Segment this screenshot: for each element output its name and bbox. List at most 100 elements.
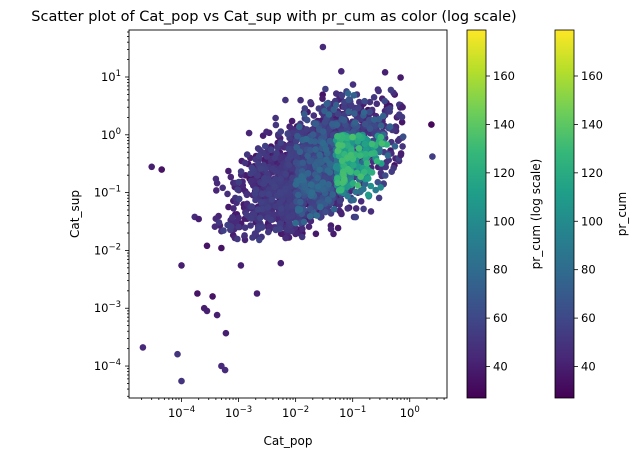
scatter-point: [371, 116, 378, 123]
scatter-point: [285, 161, 293, 169]
scatter-point: [256, 214, 264, 222]
scatter-point: [314, 174, 321, 182]
scatter-point: [308, 189, 316, 196]
scatter-point: [294, 191, 302, 199]
scatter-point: [234, 235, 241, 243]
scatter-point: [276, 188, 284, 196]
scatter-point: [271, 183, 278, 191]
scatter-point: [257, 199, 265, 206]
scatter-point: [284, 226, 291, 233]
colorbar-tick-label: 80: [493, 263, 508, 277]
x-axis-label: Cat_pop: [263, 434, 312, 448]
y-tick-label: 100: [101, 127, 121, 142]
scatter-point: [340, 116, 348, 124]
x-tick-label: 10−3: [225, 405, 252, 420]
scatter-point-outlier: [178, 262, 185, 269]
scatter-point: [398, 118, 406, 126]
scatter-point: [248, 164, 256, 171]
scatter-point-outlier: [195, 215, 202, 223]
scatter-point: [235, 178, 243, 186]
scatter-point-outlier: [213, 311, 221, 319]
x-tick-label: 10−2: [282, 405, 309, 420]
scatter-point: [333, 90, 340, 97]
scatter-point: [287, 153, 294, 160]
scatter-point: [352, 213, 360, 221]
scatter-point: [360, 185, 367, 193]
scatter-point: [255, 152, 263, 160]
scatter-point: [313, 212, 321, 219]
scatter-point: [263, 128, 270, 136]
scatter-point: [254, 206, 262, 213]
scatter-point: [336, 207, 343, 214]
scatter-point: [335, 141, 342, 149]
scatter-point-outlier: [221, 366, 229, 374]
scatter-point: [338, 92, 346, 99]
scatter-point: [277, 175, 285, 183]
scatter-point: [332, 101, 340, 109]
scatter-point: [323, 100, 331, 108]
scatter-point-outlier: [399, 103, 406, 111]
y-tick-label: 10−3: [94, 300, 121, 315]
scatter-point: [351, 110, 358, 117]
scatter-point: [276, 225, 284, 233]
y-tick-label: 10−2: [94, 242, 121, 257]
scatter-point-outlier: [194, 290, 201, 297]
scatter-point: [303, 116, 311, 124]
scatter-point-outlier: [203, 242, 211, 250]
scatter-point: [378, 140, 386, 147]
scatter-point: [234, 186, 241, 193]
scatter-point: [399, 133, 407, 140]
scatter-point: [349, 81, 357, 88]
colorbar-log-scale-label: pr_cum (log scale): [529, 159, 543, 270]
scatter-point: [360, 205, 367, 213]
scatter-point: [361, 120, 369, 128]
colorbar-log-scale-ticks: 40 60 80 100 120 140 160: [486, 69, 515, 374]
scatter-point: [225, 203, 232, 211]
scatter-point: [345, 108, 352, 115]
scatter-point: [355, 132, 363, 139]
scatter-point: [273, 149, 280, 157]
scatter-point: [349, 133, 356, 141]
scatter-point: [212, 175, 220, 183]
scatter-point: [310, 112, 318, 119]
scatter-point: [293, 153, 300, 160]
scatter-point: [252, 196, 259, 204]
colorbar-log-scale: 40 60 80 100 120 140 160 pr_cum (log scale): [466, 29, 543, 399]
scatter-point: [247, 222, 254, 229]
scatter-point: [330, 205, 338, 213]
colorbar-tick-label: 140: [581, 117, 603, 131]
scatter-point: [384, 152, 392, 159]
scatter-point: [379, 112, 387, 120]
scatter-point: [236, 195, 243, 203]
scatter-point: [267, 216, 275, 224]
scatter-point: [284, 130, 292, 138]
scatter-point: [311, 161, 319, 169]
scatter-point: [220, 227, 227, 234]
scatter-point: [241, 224, 249, 231]
scatter-point: [282, 96, 289, 104]
colorbar-linear-gradient: [554, 29, 575, 399]
scatter-point: [316, 151, 324, 159]
scatter-point: [391, 143, 399, 150]
colorbar-tick-label: 40: [581, 360, 596, 374]
scatter-point: [252, 186, 260, 193]
scatter-point: [268, 196, 276, 203]
scatter-point: [266, 223, 274, 231]
x-tick-label: 10−4: [168, 405, 195, 420]
scatter-point: [322, 85, 329, 93]
scatter-point: [338, 68, 345, 75]
colorbar-linear: 40 60 80 100 120 140 160 pr_cum: [554, 29, 629, 399]
scatter-point: [367, 182, 375, 190]
scatter-point: [278, 164, 285, 171]
scatter-point: [225, 167, 232, 175]
scatter-point: [366, 116, 373, 124]
x-tick-label: 100: [400, 405, 420, 420]
scatter-point: [265, 190, 273, 198]
scatter-point: [340, 103, 348, 111]
y-axis-label: Cat_sup: [68, 190, 82, 238]
scatter-point: [370, 94, 378, 101]
scatter-point: [247, 215, 255, 222]
colorbar-tick-label: 160: [493, 69, 515, 83]
scatter-point: [334, 179, 341, 187]
